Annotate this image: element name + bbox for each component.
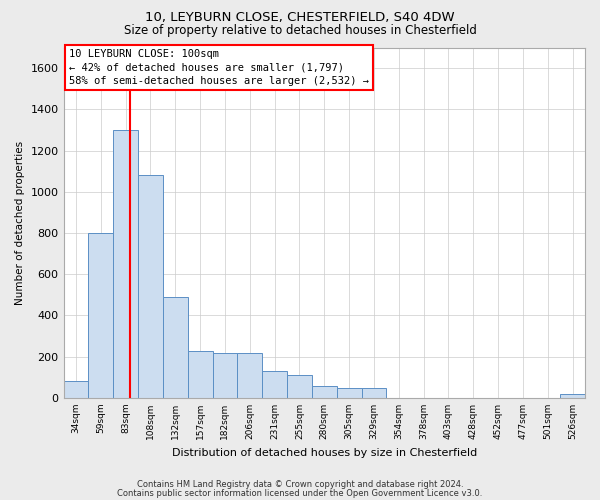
Bar bbox=[113, 130, 138, 398]
Text: Contains public sector information licensed under the Open Government Licence v3: Contains public sector information licen… bbox=[118, 488, 482, 498]
Bar bbox=[287, 376, 312, 398]
Bar bbox=[262, 371, 287, 398]
Text: Size of property relative to detached houses in Chesterfield: Size of property relative to detached ho… bbox=[124, 24, 476, 37]
Bar bbox=[138, 176, 163, 398]
Bar bbox=[312, 386, 337, 398]
Bar bbox=[163, 297, 188, 398]
Bar bbox=[362, 388, 386, 398]
Bar bbox=[560, 394, 585, 398]
Bar bbox=[64, 382, 88, 398]
Text: Contains HM Land Registry data © Crown copyright and database right 2024.: Contains HM Land Registry data © Crown c… bbox=[137, 480, 463, 489]
Bar bbox=[88, 233, 113, 398]
Bar bbox=[188, 350, 212, 398]
X-axis label: Distribution of detached houses by size in Chesterfield: Distribution of detached houses by size … bbox=[172, 448, 477, 458]
Bar bbox=[238, 352, 262, 398]
Bar bbox=[212, 352, 238, 398]
Text: 10 LEYBURN CLOSE: 100sqm
← 42% of detached houses are smaller (1,797)
58% of sem: 10 LEYBURN CLOSE: 100sqm ← 42% of detach… bbox=[69, 50, 369, 86]
Text: 10, LEYBURN CLOSE, CHESTERFIELD, S40 4DW: 10, LEYBURN CLOSE, CHESTERFIELD, S40 4DW bbox=[145, 11, 455, 24]
Y-axis label: Number of detached properties: Number of detached properties bbox=[15, 140, 25, 305]
Bar bbox=[337, 388, 362, 398]
